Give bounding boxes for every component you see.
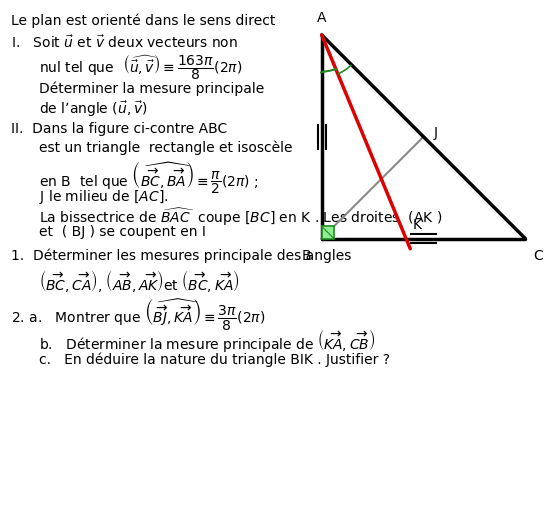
- Text: I.   Soit $\vec{u}$ et $\vec{v}$ deux vecteurs non: I. Soit $\vec{u}$ et $\vec{v}$ deux vect…: [11, 34, 238, 51]
- Text: C: C: [534, 249, 543, 263]
- Text: de l’angle $(\vec{u},\vec{v})$: de l’angle $(\vec{u},\vec{v})$: [39, 99, 147, 118]
- Text: II.  Dans la figure ci-contre ABC: II. Dans la figure ci-contre ABC: [11, 122, 227, 136]
- Text: J: J: [434, 126, 438, 140]
- Text: J le milieu de $[AC]$.: J le milieu de $[AC]$.: [39, 188, 168, 206]
- Text: 1.  Déterminer les mesures principale des angles: 1. Déterminer les mesures principale des…: [11, 248, 351, 263]
- Text: A: A: [317, 11, 327, 25]
- Text: c.   En déduire la nature du triangle BIK . Justifier ?: c. En déduire la nature du triangle BIK …: [39, 352, 389, 367]
- Text: La bissectrice de $\widehat{BAC}$  coupe $[BC]$ en K . Les droites  (AK ): La bissectrice de $\widehat{BAC}$ coupe …: [39, 206, 442, 228]
- Text: $\left(\overrightarrow{BC},\overrightarrow{CA}\right)$, $\left(\overrightarrow{A: $\left(\overrightarrow{BC},\overrightarr…: [39, 268, 239, 294]
- Text: Déterminer la mesure principale: Déterminer la mesure principale: [39, 82, 264, 96]
- Text: en B  tel que $\left(\widehat{\overrightarrow{BC},\overrightarrow{BA}}\right) \e: en B tel que $\left(\widehat{\overrighta…: [39, 160, 258, 196]
- Text: nul tel que  $\left(\widehat{\vec{u},\vec{v}}\right) \equiv \dfrac{163\pi}{8}(2\: nul tel que $\left(\widehat{\vec{u},\vec…: [39, 53, 242, 82]
- Text: b.   Déterminer la mesure principale de $\left(\overrightarrow{KA},\overrightarr: b. Déterminer la mesure principale de $\…: [39, 327, 375, 354]
- Text: est un triangle  rectangle et isoscèle: est un triangle rectangle et isoscèle: [39, 140, 292, 155]
- Text: K: K: [412, 218, 421, 232]
- Text: B: B: [302, 249, 311, 263]
- Text: 2. a.   Montrer que $\left(\widehat{\overrightarrow{BJ},\overrightarrow{KA}}\rig: 2. a. Montrer que $\left(\widehat{\overr…: [11, 297, 266, 332]
- Bar: [322, 226, 334, 239]
- Text: Le plan est orienté dans le sens direct: Le plan est orienté dans le sens direct: [11, 13, 276, 28]
- Text: et  ( BJ ) se coupent en I: et ( BJ ) se coupent en I: [39, 225, 205, 239]
